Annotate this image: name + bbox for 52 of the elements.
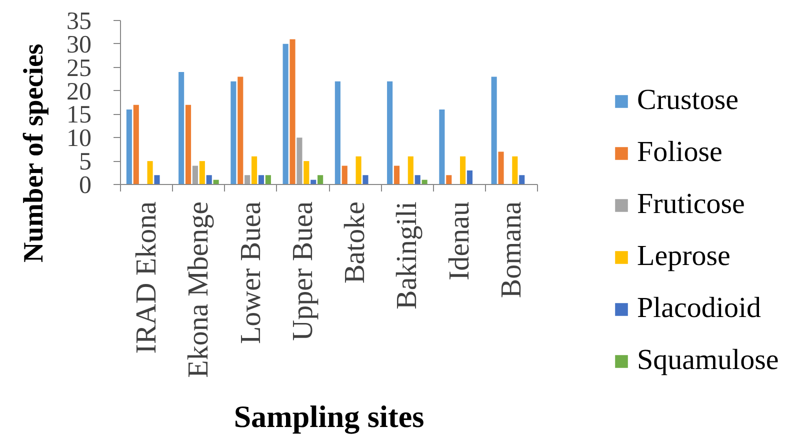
bar (387, 81, 393, 184)
bar (498, 152, 504, 184)
bar (252, 156, 258, 184)
x-tick-label: Bakingili (391, 201, 424, 310)
bar (466, 170, 473, 184)
y-axis-title: Number of species (18, 44, 50, 262)
bar (408, 156, 414, 184)
bar (439, 110, 445, 184)
x-tick-label: Lower Buea (234, 201, 267, 344)
bar (394, 166, 400, 184)
x-tick-label: Bomana (495, 201, 528, 298)
bar (258, 175, 264, 184)
bar (342, 166, 348, 184)
bar (512, 156, 518, 184)
bar (362, 175, 368, 184)
bar (185, 104, 192, 184)
legend-label: Leprose (637, 240, 730, 273)
legend-label: Fruticose (637, 188, 745, 221)
bar (282, 44, 288, 184)
bar (265, 175, 271, 184)
bar (154, 175, 160, 184)
bar (318, 175, 324, 184)
x-tick-label: Batoke (339, 201, 372, 284)
bar (304, 161, 310, 184)
bar (238, 76, 244, 184)
bar (491, 76, 497, 184)
bar (414, 175, 420, 184)
bar (290, 39, 296, 184)
bar (230, 81, 236, 184)
bar (460, 156, 466, 184)
legend-label: Placodioid (637, 292, 762, 325)
bar (178, 72, 184, 184)
x-tick-label: Upper Buea (286, 201, 319, 341)
bar (133, 104, 139, 184)
bar (199, 161, 205, 184)
legend-label: Squamulose (637, 344, 779, 377)
bar (356, 156, 362, 184)
x-tick-label: Ekona Mbenge (182, 201, 215, 378)
bar (446, 175, 452, 184)
bar (147, 161, 153, 184)
bar (244, 175, 250, 184)
bar (192, 166, 198, 184)
bar (296, 138, 302, 184)
x-axis-title: Sampling sites (234, 398, 424, 434)
legend-label: Foliose (637, 136, 722, 169)
legend-label: Crustose (637, 84, 738, 117)
x-tick-label: IRAD Ekona (130, 201, 163, 354)
bar (519, 175, 525, 184)
bar (206, 175, 212, 184)
bar (334, 81, 340, 184)
bar (126, 110, 132, 184)
x-tick-label: Idenau (443, 201, 476, 280)
